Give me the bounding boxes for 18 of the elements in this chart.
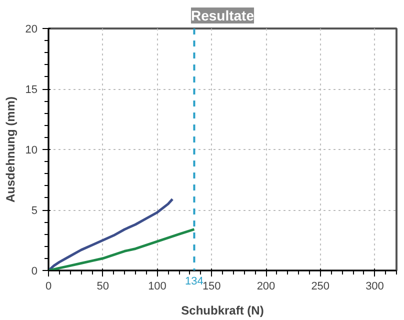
x-axis-title: Schubkraft (N) [181,304,264,318]
chart-title: Resultate [190,8,254,24]
ref-line-label: 134 [185,276,204,288]
y-axis-title: Ausdehnung (mm) [3,96,18,202]
x-tick-label: 250 [311,280,330,292]
y-tick-label: 15 [25,84,38,96]
x-tick-label: 300 [366,280,384,292]
x-tick-label: 200 [256,280,276,292]
y-tick-label: 5 [31,205,38,217]
line-series [48,198,174,270]
x-tick-label: 150 [202,280,221,292]
y-tick-label: 20 [25,24,38,36]
y-tick-label: 10 [25,144,38,156]
line-series [48,228,196,270]
x-tick-label: 50 [96,280,110,292]
y-tick-label: 0 [31,266,38,278]
x-tick-label: 100 [148,280,166,292]
x-tick-label: 0 [45,280,52,292]
